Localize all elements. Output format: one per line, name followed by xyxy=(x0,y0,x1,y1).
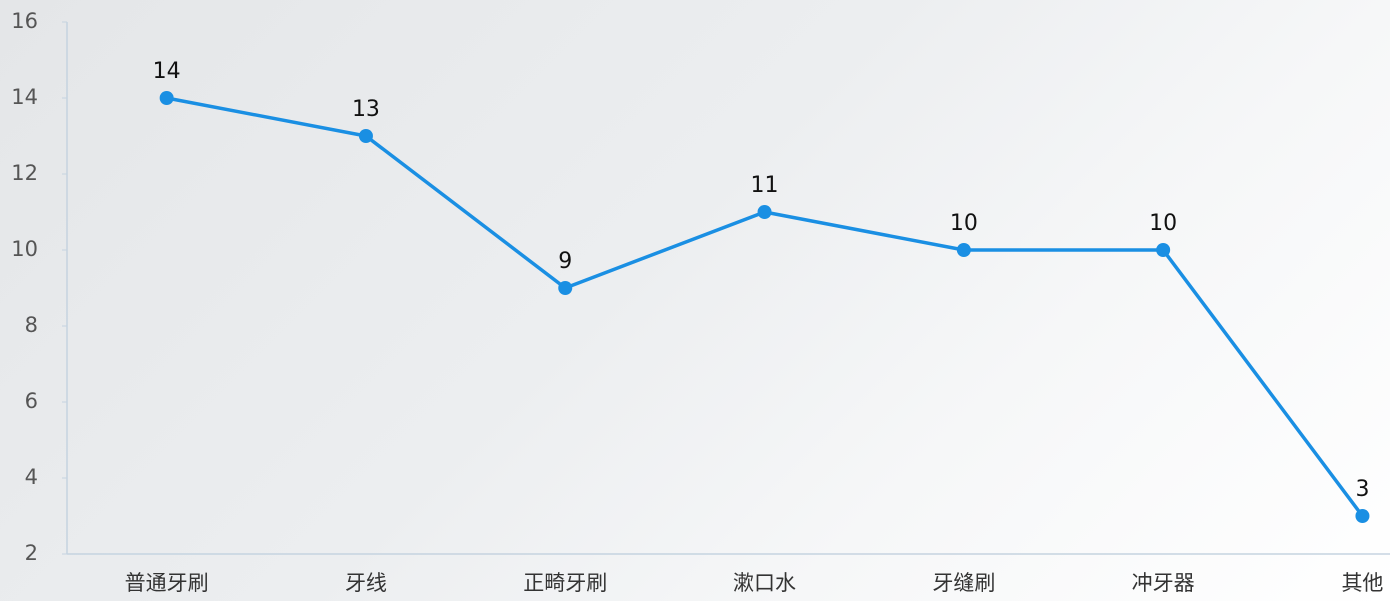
data-label: 10 xyxy=(950,211,978,236)
data-label: 3 xyxy=(1355,477,1369,502)
point xyxy=(757,205,772,219)
point xyxy=(956,243,971,257)
x-tick-label: 普通牙刷 xyxy=(125,571,209,595)
x-tick-label: 其他 xyxy=(1341,571,1383,595)
data-label: 9 xyxy=(558,249,572,274)
y-tick-label: 12 xyxy=(11,161,38,185)
y-tick-label: 4 xyxy=(25,465,38,489)
x-tick-label: 牙缝刷 xyxy=(932,571,995,595)
data-label: 10 xyxy=(1149,211,1177,236)
point xyxy=(558,281,573,295)
y-tick-label: 6 xyxy=(25,389,38,413)
x-tick-label: 正畸牙刷 xyxy=(523,571,607,595)
y-tick-label: 16 xyxy=(11,9,38,33)
point xyxy=(1355,509,1370,523)
y-tick-label: 8 xyxy=(25,313,38,337)
y-tick-label: 2 xyxy=(25,541,38,565)
data-label: 11 xyxy=(751,173,779,198)
y-tick-label: 10 xyxy=(11,237,38,261)
data-label: 14 xyxy=(153,59,181,84)
x-tick-label: 冲牙器 xyxy=(1132,571,1195,595)
point xyxy=(358,129,373,143)
x-tick-label: 漱口水 xyxy=(733,571,796,595)
y-tick-label: 14 xyxy=(11,85,38,109)
point xyxy=(1156,243,1171,257)
line xyxy=(166,96,1364,518)
x-tick-label: 牙线 xyxy=(345,571,387,595)
data-label: 13 xyxy=(352,97,380,122)
point xyxy=(159,91,174,105)
